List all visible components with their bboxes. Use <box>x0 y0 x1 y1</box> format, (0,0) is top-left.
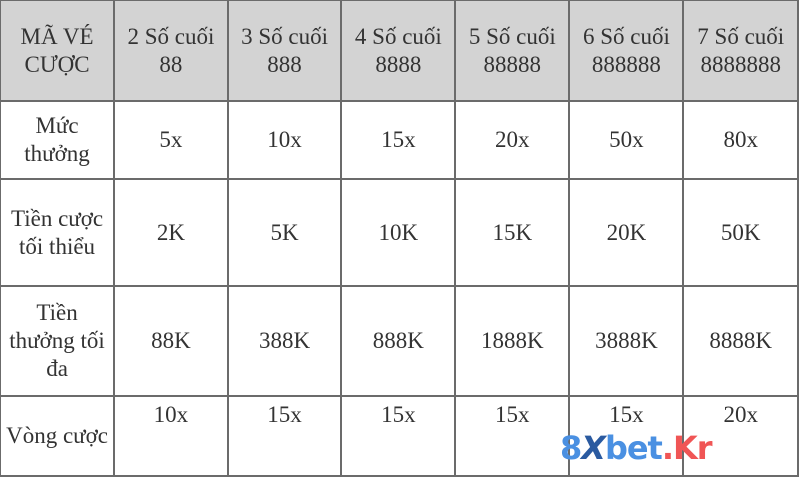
cell: 20K <box>568 178 685 287</box>
header-cell: MÃ VÉ CƯỢC <box>0 0 116 102</box>
cell: 5x <box>113 100 229 180</box>
header-cell: 3 Số cuối 888 <box>226 0 343 102</box>
logo-part: bet <box>604 429 663 467</box>
row-label: Mức thưởng <box>0 100 116 180</box>
row-label: Vòng cược <box>0 395 116 477</box>
cell: 10K <box>340 178 457 287</box>
header-cell: 6 Số cuối 888888 <box>568 0 685 102</box>
row-label: Tiền cược tối thiểu <box>0 178 116 287</box>
cell: 80x <box>682 100 799 180</box>
cell: 388K <box>226 285 343 397</box>
cell: 8888K <box>682 285 799 397</box>
cell: 10x <box>113 395 229 477</box>
cell: 20x <box>454 100 571 180</box>
cell: 15x <box>568 395 685 477</box>
cell: 888K <box>340 285 457 397</box>
cell: 15x <box>340 100 457 180</box>
cell: 5K <box>226 178 343 287</box>
logo-part: 8 <box>560 429 582 467</box>
header-cell: 5 Số cuối 88888 <box>454 0 571 102</box>
cell: 15x <box>454 395 571 477</box>
cell: 50K <box>682 178 799 287</box>
table-row: Tiền cược tối thiểu 2K 5K 10K 15K 20K 50… <box>0 178 799 287</box>
watermark-logo: 8Xbet.Kr <box>560 429 713 467</box>
cell: 15x <box>226 395 343 477</box>
table-row: Tiền thưởng tối đa 88K 388K 888K 1888K 3… <box>0 285 799 397</box>
cell: 15x <box>340 395 457 477</box>
cell: 10x <box>226 100 343 180</box>
header-cell: 2 Số cuối 88 <box>113 0 229 102</box>
header-row: MÃ VÉ CƯỢC 2 Số cuối 88 3 Số cuối 888 4 … <box>0 0 799 102</box>
logo-part: .Kr <box>661 429 713 467</box>
row-label: Tiền thưởng tối đa <box>0 285 116 397</box>
header-cell: 7 Số cuối 8888888 <box>682 0 799 102</box>
logo-part: X <box>581 429 606 467</box>
cell: 3888K <box>568 285 685 397</box>
cell: 50x <box>568 100 685 180</box>
cell: 15K <box>454 178 571 287</box>
cell: 2K <box>113 178 229 287</box>
header-cell: 4 Số cuối 8888 <box>340 0 457 102</box>
cell: 88K <box>113 285 229 397</box>
table-row: Mức thưởng 5x 10x 15x 20x 50x 80x <box>0 100 799 180</box>
cell: 1888K <box>454 285 571 397</box>
